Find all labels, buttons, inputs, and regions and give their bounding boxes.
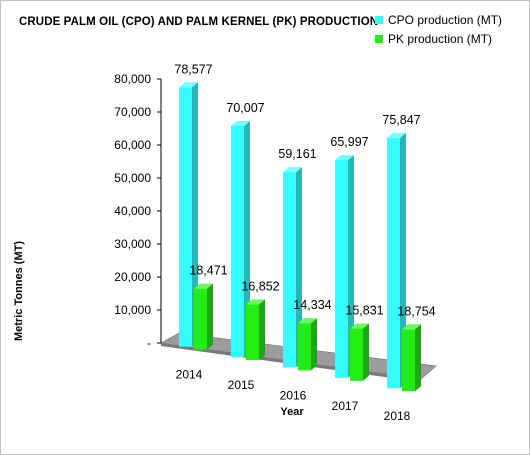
legend-swatch-pk [375, 34, 383, 43]
legend-item-pk: PK production (MT) [375, 29, 502, 48]
bar-pk [246, 304, 259, 360]
bar-top [283, 167, 302, 173]
legend-label-pk: PK production (MT) [388, 31, 493, 46]
bar-cpo [387, 137, 400, 389]
x-tick-label: 2014 [176, 368, 203, 382]
bar-side [259, 299, 265, 360]
bar-cpo [283, 172, 296, 368]
y-tick-label: 60,000 [114, 138, 151, 152]
bar-side [244, 120, 250, 357]
bar-cpo [179, 87, 192, 347]
x-tick-label: 2017 [332, 399, 359, 413]
x-tick-label: 2016 [280, 388, 307, 402]
legend: CPO production (MT) PK production (MT) [375, 10, 502, 48]
bar-side [348, 155, 354, 378]
bar-top [231, 120, 250, 126]
bar-pk [402, 329, 415, 392]
y-tick-label: 70,000 [114, 105, 151, 119]
bar-side [192, 82, 198, 347]
bar-top [402, 324, 421, 330]
bar-pk [350, 328, 363, 381]
bar-side [311, 318, 317, 371]
y-tick-label: 50,000 [114, 171, 151, 185]
bar-top [387, 132, 406, 138]
x-axis-label: Year [280, 406, 304, 418]
bar-top [194, 283, 213, 289]
bar-cpo [231, 125, 244, 357]
bar-side [400, 132, 406, 389]
y-tick-label: 40,000 [114, 204, 151, 218]
data-label: 59,161 [278, 147, 316, 161]
data-label: 18,754 [397, 304, 435, 318]
y-tick-label: 10,000 [114, 303, 151, 317]
y-tick-label: 80,000 [114, 72, 151, 86]
bar-top [350, 323, 369, 329]
y-tick-label: 20,000 [114, 270, 151, 284]
y-tick-label: 30,000 [114, 237, 151, 251]
bar-side [207, 283, 213, 350]
legend-label-cpo: CPO production (MT) [388, 12, 503, 27]
bar-top [298, 318, 317, 324]
bar-top [179, 82, 198, 88]
bar-side [363, 323, 369, 381]
data-label: 70,007 [226, 101, 264, 115]
bar-pk [298, 323, 311, 371]
data-label: 78,577 [174, 62, 212, 76]
data-label: 14,334 [293, 298, 331, 312]
data-label: 18,471 [189, 264, 227, 278]
data-label: 15,831 [345, 304, 383, 318]
y-tick-label: - [147, 336, 151, 350]
data-label: 75,847 [382, 113, 420, 127]
data-label: 16,852 [241, 279, 279, 293]
bar-side [296, 167, 302, 368]
bar-cpo [335, 160, 348, 378]
bar-side [415, 324, 421, 392]
x-tick-label: 2018 [384, 409, 411, 423]
legend-item-cpo: CPO production (MT) [375, 10, 502, 29]
chart-title: CRUDE PALM OIL (CPO) AND PALM KERNEL (PK… [19, 16, 379, 28]
bar-pk [194, 288, 207, 350]
bar-top [335, 155, 354, 161]
legend-swatch-cpo [375, 15, 383, 24]
data-label: 65,997 [330, 135, 368, 149]
bar-top [246, 299, 265, 305]
x-tick-label: 2015 [228, 378, 255, 392]
